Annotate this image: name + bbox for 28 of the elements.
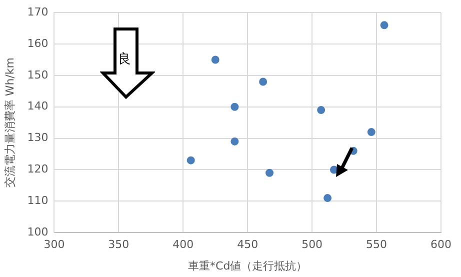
point <box>266 168 274 177</box>
y-tick-label: 150 <box>27 68 48 82</box>
x-tick-label: 400 <box>172 238 194 252</box>
point <box>367 128 376 136</box>
x-tick-label: 600 <box>430 238 452 252</box>
point <box>324 194 332 202</box>
y-tick-label: 130 <box>27 131 48 144</box>
x-tick-label: 300 <box>44 238 65 252</box>
y-tick-label: 160 <box>27 36 48 50</box>
y-tick-label: 170 <box>27 5 48 18</box>
x-tick-label: 550 <box>366 238 388 252</box>
point <box>317 106 326 114</box>
y-tick-label: 120 <box>27 162 48 176</box>
y-tick-label: 140 <box>27 100 48 113</box>
x-axis-title: 車重*Cd値（走行抵抗） <box>188 259 308 272</box>
annotation: 良 <box>118 51 131 68</box>
point <box>186 156 195 164</box>
x-tick-label: 350 <box>108 238 130 252</box>
point <box>211 56 220 64</box>
point <box>380 21 388 30</box>
y-axis-title: 交流電力量消費率 Wh/km <box>3 58 16 188</box>
point <box>230 102 239 111</box>
y-tick-label: 110 <box>27 194 48 208</box>
point <box>230 137 239 146</box>
y-tick-label: 100 <box>27 225 48 238</box>
x-tick-label: 450 <box>237 238 258 252</box>
point <box>259 78 268 86</box>
x-tick-label: 500 <box>302 238 323 252</box>
